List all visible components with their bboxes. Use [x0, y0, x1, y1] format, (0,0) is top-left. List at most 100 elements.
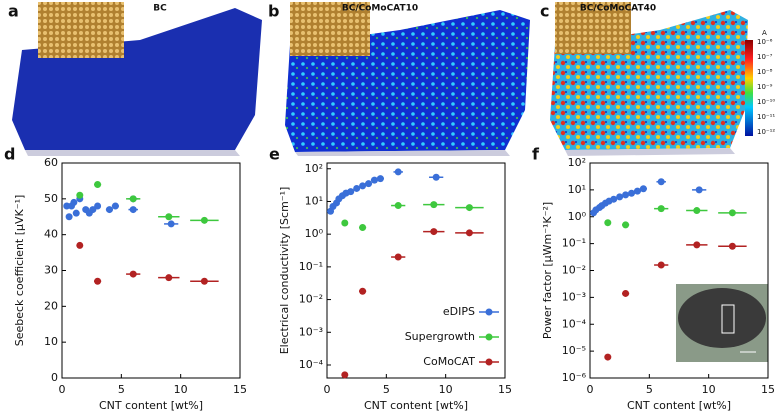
point [341, 219, 349, 227]
point [167, 220, 175, 228]
point [70, 198, 78, 206]
point [94, 277, 102, 285]
point [341, 371, 349, 379]
afm-inset [290, 2, 370, 56]
point [353, 184, 361, 192]
afm-inset [38, 2, 124, 58]
point [359, 182, 367, 190]
point [633, 187, 641, 195]
point [657, 205, 665, 213]
point [76, 191, 84, 199]
point [728, 209, 736, 217]
x-tick-label: 10 [439, 383, 453, 396]
point [105, 206, 113, 214]
panel-label: e [269, 145, 280, 164]
surface-base [295, 150, 510, 156]
y-tick-label: 10⁻⁴ [299, 358, 324, 371]
panel-label: b [268, 2, 279, 21]
point [94, 202, 102, 210]
x-tick-label: 0 [59, 383, 66, 396]
colorbar-tick: 10⁻¹¹ [757, 113, 775, 121]
point [693, 241, 701, 249]
colorbar-tick: 10⁻¹⁰ [757, 98, 775, 106]
point [370, 176, 378, 184]
plot-frame [61, 162, 241, 379]
x-axis-label: CNT content [wt%] [364, 399, 468, 411]
y-tick-label: 10⁻² [562, 264, 586, 277]
point [622, 191, 630, 199]
y-tick-label: 10 [44, 335, 58, 348]
y-tick-label: 10⁻³ [299, 325, 323, 338]
y-tick-label: 10⁰ [568, 210, 587, 223]
colorbar-tick: 10⁻¹² [757, 128, 775, 136]
plot-frame [326, 162, 506, 379]
point [359, 287, 367, 295]
surfaces [12, 2, 753, 156]
y-tick-label: 10² [568, 156, 586, 169]
legend-label: CoMoCAT [423, 355, 475, 368]
x-tick-label: 0 [587, 383, 594, 396]
x-tick-label: 5 [118, 383, 125, 396]
colorbar-tick: 10⁻⁶ [757, 38, 773, 46]
y-tick-label: 20 [44, 299, 58, 312]
panel-label: c [540, 2, 549, 21]
point [359, 223, 367, 231]
point [89, 206, 97, 214]
point [695, 186, 703, 194]
legend-marker [485, 333, 493, 341]
point [465, 204, 473, 212]
panel-title: BC/CoMoCAT40 [580, 4, 656, 14]
point [200, 216, 208, 224]
point [94, 181, 102, 188]
point [657, 178, 665, 186]
point [129, 206, 137, 214]
photo-inset [676, 284, 768, 362]
surface-a [12, 8, 262, 150]
y-tick-label: 0 [51, 371, 58, 384]
point [200, 277, 208, 285]
point [76, 241, 84, 249]
point [394, 168, 402, 176]
point [165, 213, 173, 221]
legend-marker [485, 358, 493, 366]
y-tick-label: 10⁻¹ [299, 260, 323, 273]
point [394, 202, 402, 210]
colorbar-tick: 10⁻⁸ [757, 68, 773, 76]
point [430, 201, 438, 209]
panel-labels: a BC b BC/CoMoCAT10 c BC/CoMoCAT40 A10⁻⁶ 10⁻⁷ 10… [8, 2, 775, 137]
panel-label: f [532, 145, 540, 164]
legend-label: Supergrowth [405, 330, 475, 343]
panel-title: BC/CoMoCAT10 [342, 4, 418, 14]
point [430, 228, 438, 236]
point [129, 195, 137, 203]
x-tick-label: 5 [646, 383, 653, 396]
point [604, 353, 612, 361]
x-tick-label: 15 [498, 383, 512, 396]
y-axis-label: Power factor [μWm⁻¹K⁻²] [541, 202, 554, 339]
y-axis-label: Seebeck coefficient [μVK⁻¹] [13, 195, 26, 347]
surface-base [565, 148, 735, 156]
panel-label: a [8, 2, 19, 21]
y-tick-label: 40 [44, 228, 58, 241]
point [465, 229, 473, 237]
y-tick-label: 10¹ [305, 194, 323, 207]
point [365, 180, 373, 188]
point [604, 219, 612, 227]
x-tick-label: 15 [761, 383, 775, 396]
point [394, 253, 402, 261]
y-tick-label: 10⁻¹ [562, 237, 586, 250]
colorbar-tick: 10⁻⁷ [757, 53, 773, 61]
colorbar-unit: A [762, 29, 767, 37]
y-tick-label: 60 [44, 156, 58, 169]
point [610, 195, 618, 203]
x-tick-label: 10 [174, 383, 188, 396]
point [347, 188, 355, 196]
point [129, 270, 137, 278]
y-tick-label: 10² [305, 162, 323, 175]
x-axis-label: CNT content [wt%] [99, 399, 203, 411]
point [616, 193, 624, 201]
point [111, 202, 119, 210]
point [728, 242, 736, 250]
